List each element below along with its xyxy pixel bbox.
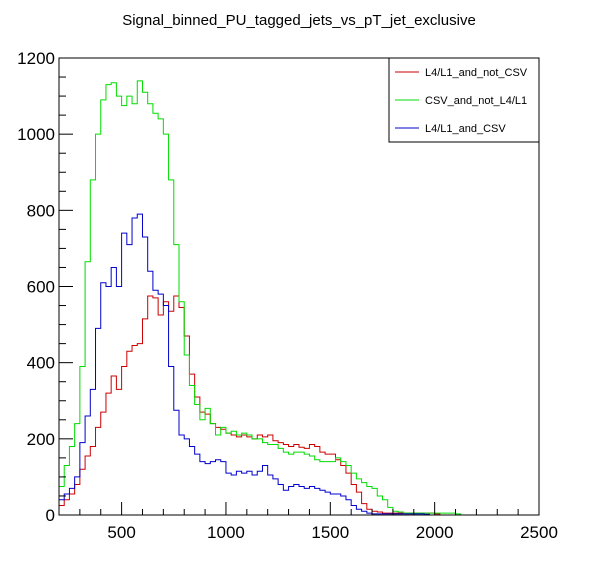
y-tick-label: 600	[27, 278, 55, 297]
legend: L4/L1_and_not_CSV CSV_and_not_L4/L1 L4/L1_…	[388, 57, 540, 143]
x-tick-label: 2500	[520, 523, 558, 542]
y-tick-label: 1000	[17, 125, 55, 144]
legend-label: CSV_and_not_L4/L1	[425, 95, 527, 107]
series-layer	[59, 80, 487, 516]
chart-title: Signal_binned_PU_tagged_jets_vs_pT_jet_e…	[122, 12, 476, 29]
y-tick-label: 0	[46, 506, 55, 525]
series-line-1	[59, 80, 487, 516]
axis-layer: 500 1000 1500 2000 2500 0 200 400 600 800 1000 1200	[17, 49, 558, 542]
x-tick-label: 2000	[416, 523, 454, 542]
y-tick-label: 400	[27, 354, 55, 373]
y-tick-label: 1200	[17, 49, 55, 68]
series-line-0	[59, 295, 487, 516]
y-tick-label: 200	[27, 430, 55, 449]
series-line-2	[59, 213, 487, 516]
x-tick-label: 500	[107, 523, 135, 542]
legend-label: L4/L1_and_not_CSV	[425, 67, 528, 79]
x-tick-label: 1000	[207, 523, 245, 542]
y-tick-label: 800	[27, 201, 55, 220]
legend-label: L4/L1_and_CSV	[425, 123, 506, 135]
x-tick-label: 1500	[311, 523, 349, 542]
